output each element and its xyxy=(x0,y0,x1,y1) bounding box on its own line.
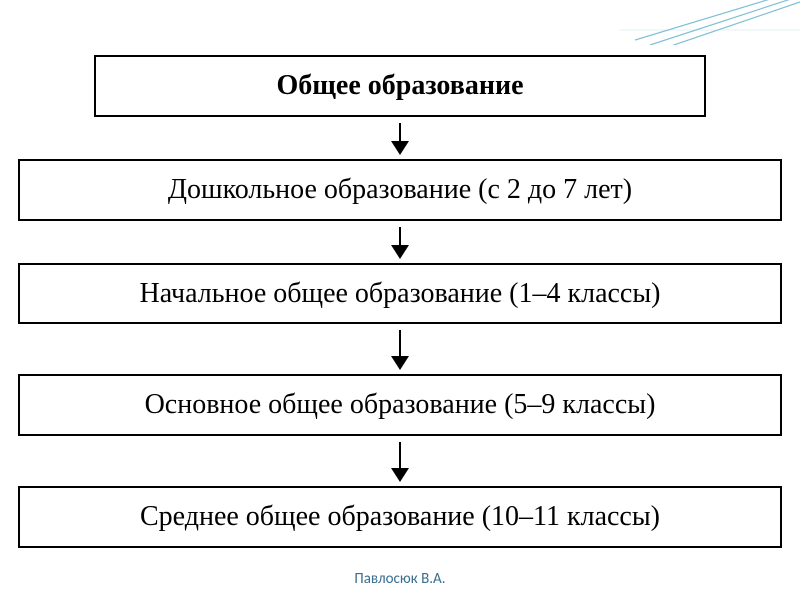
arrow-3 xyxy=(391,330,409,370)
footer-author: Павлосюк В.А. xyxy=(0,570,800,588)
node-basic: Основное общее образование (5–9 классы) xyxy=(18,374,782,436)
arrow-stem xyxy=(399,330,401,356)
arrow-head-icon xyxy=(391,141,409,155)
node-primary: Начальное общее образование (1–4 классы) xyxy=(18,263,782,325)
node-secondary: Среднее общее образование (10–11 классы) xyxy=(18,486,782,548)
arrow-2 xyxy=(391,227,409,259)
arrow-head-icon xyxy=(391,356,409,370)
node-preschool-label: Дошкольное образование (с 2 до 7 лет) xyxy=(168,174,632,205)
corner-decoration xyxy=(620,0,800,45)
flowchart-container: Общее образование Дошкольное образование… xyxy=(0,0,800,548)
arrow-stem xyxy=(399,227,401,245)
arrow-stem xyxy=(399,123,401,141)
arrow-head-icon xyxy=(391,468,409,482)
arrow-4 xyxy=(391,442,409,482)
node-preschool: Дошкольное образование (с 2 до 7 лет) xyxy=(18,159,782,221)
node-title: Общее образование xyxy=(94,55,705,117)
arrow-head-icon xyxy=(391,245,409,259)
arrow-stem xyxy=(399,442,401,468)
arrow-1 xyxy=(391,123,409,155)
node-secondary-label: Среднее общее образование (10–11 классы) xyxy=(140,501,660,532)
node-basic-label: Основное общее образование (5–9 классы) xyxy=(145,389,656,420)
node-primary-label: Начальное общее образование (1–4 классы) xyxy=(139,278,660,309)
node-title-label: Общее образование xyxy=(276,70,523,101)
